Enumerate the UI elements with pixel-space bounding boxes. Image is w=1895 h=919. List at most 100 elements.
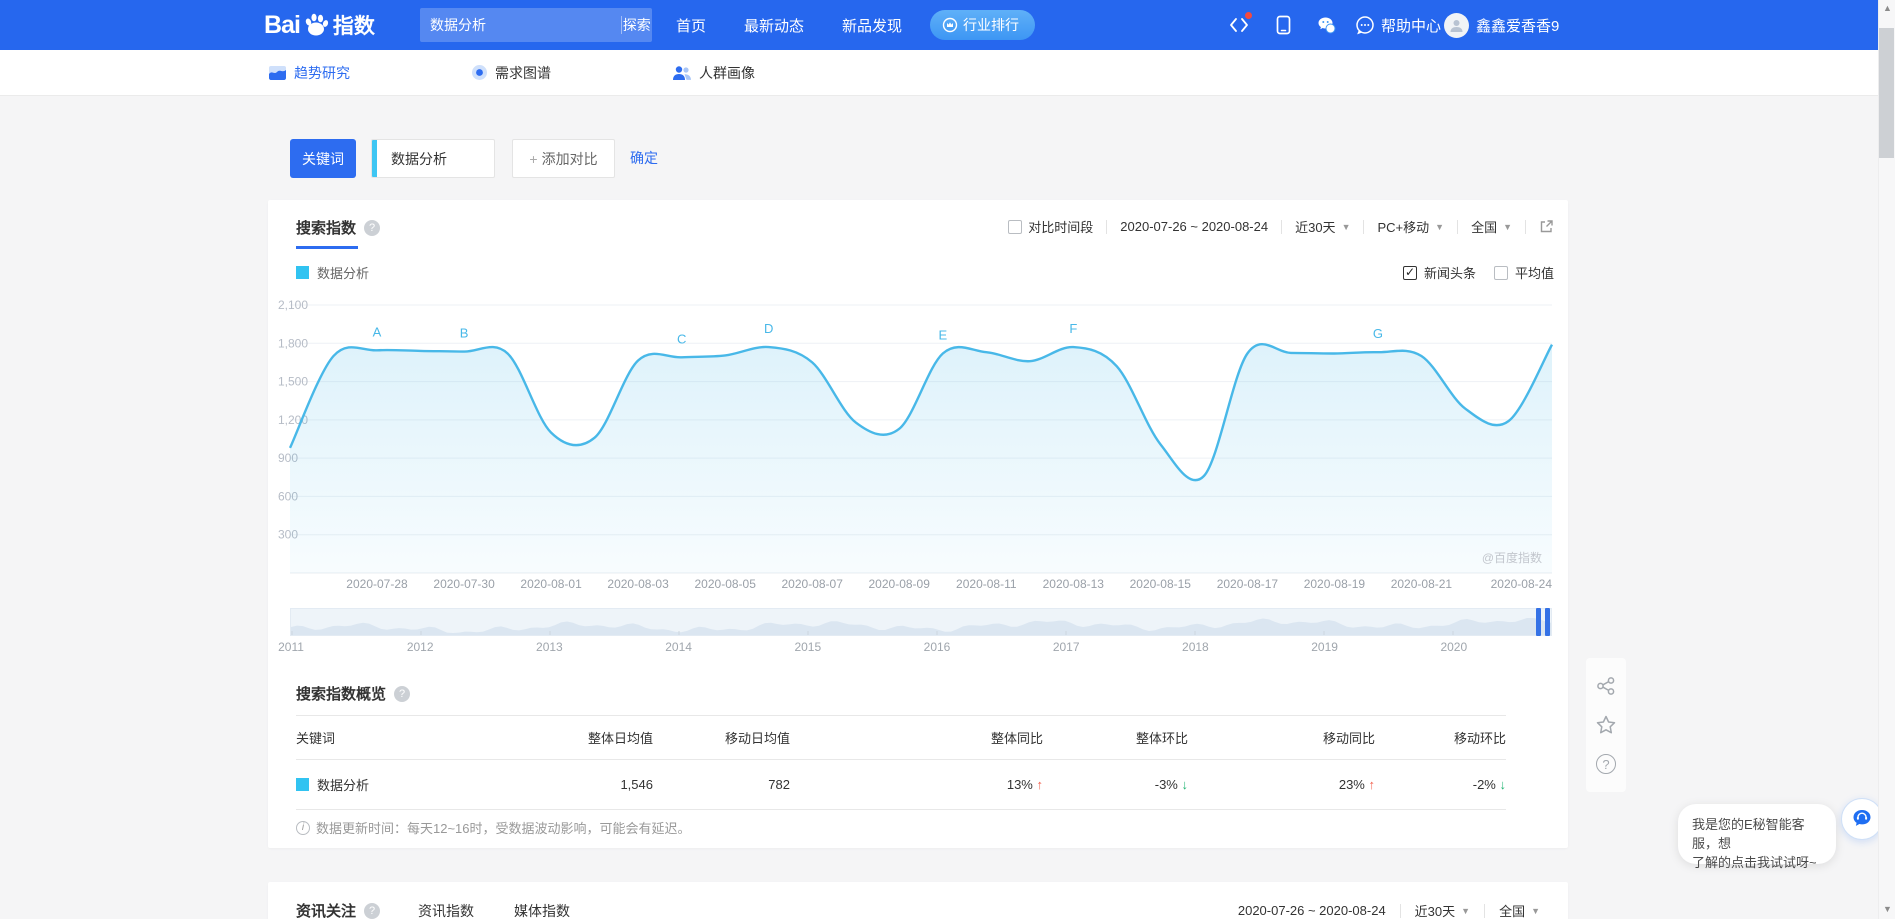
chat-headset-icon [1853, 810, 1871, 826]
header-icon-group [1228, 0, 1338, 50]
help-center[interactable]: 帮助中心 [1355, 0, 1441, 50]
brush-handle-left[interactable] [1536, 608, 1541, 636]
year-label-2018: 2018 [1182, 640, 1209, 654]
overview-cell-2: 782 [653, 759, 790, 810]
research-tabbar: 趋势研究 需求图谱 人群画像 [0, 50, 1878, 96]
news-headlines-checkbox[interactable] [1402, 265, 1417, 280]
mobile-app-icon[interactable] [1272, 14, 1294, 36]
chart-legend: 数据分析 [296, 263, 369, 282]
tab-news-index[interactable]: 资讯指数 [418, 903, 474, 919]
help-center-label: 帮助中心 [1381, 17, 1442, 35]
tab-media-index[interactable]: 媒体指数 [514, 903, 570, 919]
add-compare-button[interactable]: + 添加对比 [512, 139, 615, 178]
user-avatar [1444, 12, 1469, 38]
share-icon[interactable] [1594, 674, 1618, 698]
keyword-color-accent [372, 140, 377, 177]
svg-text:2020-08-05: 2020-08-05 [695, 577, 757, 591]
search-divider [621, 16, 622, 34]
overview-col-5: 移动同比 [1188, 715, 1375, 760]
average-toggle[interactable]: 平均值 [1493, 263, 1554, 282]
question-icon[interactable]: ? [1594, 752, 1618, 776]
svg-text:2020-08-07: 2020-08-07 [782, 577, 844, 591]
scroll-up-arrow[interactable]: ▲ [1883, 3, 1892, 13]
news-region-select[interactable]: 全国 ▼ [1499, 901, 1540, 919]
chevron-down-icon: ▼ [1461, 905, 1471, 916]
chevron-down-icon: ▼ [1503, 221, 1512, 232]
news-annotation-F: F [1069, 321, 1077, 336]
people-icon [672, 65, 692, 81]
scrollbar-thumb[interactable] [1879, 28, 1894, 158]
timeline-brush[interactable] [290, 608, 1552, 636]
region-select-value: 全国 [1471, 220, 1498, 235]
search-index-help-icon[interactable]: ? [364, 219, 381, 236]
nav-item-1[interactable]: 最新动态 [744, 17, 805, 35]
average-checkbox[interactable] [1493, 265, 1508, 280]
industry-ranking-button[interactable]: 行业排行 [930, 10, 1035, 40]
region-select[interactable]: 全国 ▼ [1471, 217, 1512, 236]
series-color-swatch [296, 266, 309, 279]
year-label-2015: 2015 [794, 640, 822, 654]
date-range-text: 2020-07-26 ~ 2020-08-24 [1120, 219, 1269, 234]
wechat-icon[interactable] [1316, 14, 1338, 36]
favorite-star-icon[interactable] [1594, 713, 1618, 737]
scroll-down-arrow[interactable]: ▼ [1883, 904, 1892, 914]
svg-text:2020-08-13: 2020-08-13 [1043, 577, 1105, 591]
down-arrow-icon: ↓ [1181, 777, 1189, 792]
year-label-2016: 2016 [923, 640, 951, 654]
overview-table: 关键词 整体日均值 移动日均值 整体同比 整体环比 移动同比 移动环比 数据分析 1,546 7… [296, 715, 1506, 810]
header-search-input[interactable] [420, 8, 621, 42]
keyword-chip[interactable]: 数据分析 [371, 139, 495, 178]
nav-item-2[interactable]: 新品发现 [842, 17, 903, 35]
confirm-link[interactable]: 确定 [630, 150, 658, 166]
user-account[interactable]: 鑫鑫爱香香9 [1444, 0, 1559, 50]
watermark: @百度指数 [1482, 550, 1542, 565]
date-range-display[interactable]: 2020-07-26 ~ 2020-08-24 [1120, 219, 1268, 234]
api-code-icon[interactable] [1228, 12, 1252, 36]
explore-button[interactable]: 探索 [622, 17, 651, 33]
range-select[interactable]: 近30天 ▼ [1295, 217, 1350, 236]
news-headlines-label: 新闻头条 [1423, 266, 1476, 281]
news-range-select[interactable]: 近30天 ▼ [1415, 901, 1470, 919]
industry-ranking-label: 行业排行 [963, 17, 1019, 33]
year-label-2020: 2020 [1440, 640, 1468, 654]
news-help-icon[interactable]: ? [364, 902, 381, 919]
news-date-range: 2020-07-26 ~ 2020-08-24 [1237, 903, 1386, 918]
baidu-index-logo[interactable]: Bai 指数 [264, 0, 375, 50]
search-index-chart[interactable]: 2,100 1,800 1,500 1,200 900 600 300 A B C D E F G 2020… [268, 295, 1568, 595]
overview-col-3: 整体同比 [790, 715, 1043, 760]
keyword-button[interactable]: 关键词 [290, 139, 356, 178]
svg-text:1,800: 1,800 [278, 336, 308, 350]
svg-text:2020-07-30: 2020-07-30 [433, 577, 495, 591]
svg-text:2,100: 2,100 [278, 298, 308, 312]
device-select[interactable]: PC+移动 ▼ [1377, 217, 1444, 236]
brush-handle-right[interactable] [1545, 608, 1550, 636]
news-attention-title: 资讯关注 [296, 903, 357, 919]
year-label-2019: 2019 [1311, 640, 1338, 654]
range-select-value: 近30天 [1295, 220, 1336, 235]
overview-row: 数据分析 1,546 782 13% ↑ -3% ↓ 23% ↑ -2% ↓ [296, 759, 1506, 810]
overlay-checkboxes: 新闻头条 平均值 [1402, 263, 1554, 282]
tab-crowd-portrait[interactable]: 人群画像 [672, 63, 755, 83]
svg-text:2020-07-28: 2020-07-28 [346, 577, 408, 591]
year-label-2017: 2017 [1052, 640, 1080, 654]
external-link-icon[interactable] [1539, 219, 1554, 234]
chat-service-button[interactable] [1841, 798, 1883, 840]
svg-text:2020-08-01: 2020-08-01 [520, 577, 582, 591]
svg-text:2020-08-17: 2020-08-17 [1217, 577, 1279, 591]
nav-item-0[interactable]: 首页 [676, 17, 707, 35]
compare-period-toggle[interactable]: 对比时间段 [1008, 217, 1093, 236]
year-label-2014: 2014 [665, 640, 692, 654]
overview-col-0: 关键词 [296, 715, 456, 760]
overview-cell-3: 13% ↑ [790, 759, 1043, 810]
overview-col-6: 移动环比 [1375, 715, 1506, 760]
page-scrollbar[interactable]: ▲ ▼ [1878, 0, 1895, 919]
overview-col-2: 移动日均值 [653, 715, 790, 760]
overview-cell-6: -2% ↓ [1375, 759, 1506, 810]
overview-help-icon[interactable]: ? [394, 685, 411, 702]
keyword-chip-label: 数据分析 [391, 150, 447, 167]
news-headlines-toggle[interactable]: 新闻头条 [1402, 263, 1476, 282]
tab-trend-research[interactable]: 趋势研究 [268, 63, 350, 83]
tab-demand-map[interactable]: 需求图谱 [471, 63, 551, 83]
compare-period-checkbox[interactable] [1008, 219, 1023, 234]
